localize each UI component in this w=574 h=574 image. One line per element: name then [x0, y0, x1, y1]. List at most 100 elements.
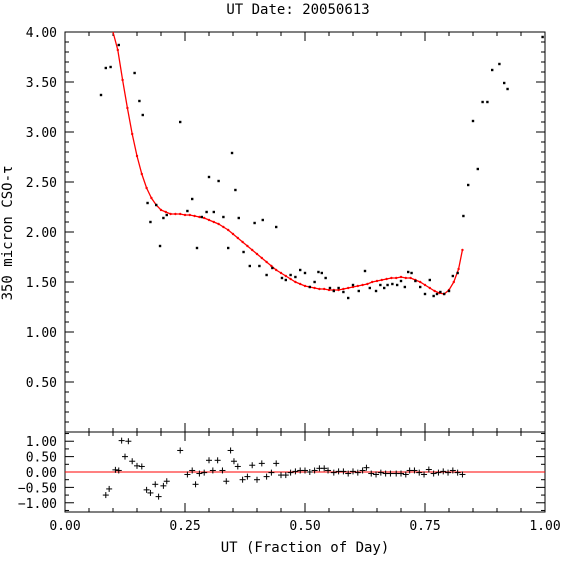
fit-point — [380, 278, 383, 282]
tau-point — [363, 269, 367, 273]
fit-point — [164, 210, 167, 214]
residual-point — [421, 471, 428, 478]
tau-point — [503, 81, 506, 85]
tau-point — [271, 266, 274, 270]
tau-point — [230, 151, 234, 155]
fit-point — [188, 213, 191, 217]
residual-point — [330, 469, 337, 476]
fit-point — [203, 216, 206, 220]
tau-point — [109, 65, 112, 69]
tau-point — [374, 289, 378, 293]
fit-point — [452, 280, 455, 284]
residual-point — [459, 471, 466, 478]
residual-point — [163, 478, 170, 485]
residual-point — [177, 447, 184, 454]
tau-point — [332, 289, 335, 293]
tau-point — [141, 113, 144, 117]
tau-point — [407, 270, 410, 274]
tau-point — [386, 283, 389, 287]
tau-point — [403, 285, 407, 289]
x-tick-labels: 0.00 0.25 0.50 0.75 1.00 — [49, 519, 560, 534]
fit-point — [183, 213, 187, 217]
tau-point — [275, 225, 278, 229]
tau-point — [207, 175, 211, 179]
fit-point — [212, 220, 215, 224]
residual-point — [125, 438, 132, 445]
tau-point — [383, 286, 386, 290]
main-y-tick-label: 3.00 — [26, 126, 57, 141]
main-y-tick-label: 2.50 — [26, 176, 57, 191]
residual-point — [189, 467, 196, 474]
fit-point — [342, 287, 345, 291]
tau-point — [486, 100, 489, 104]
tau-point — [294, 275, 297, 279]
fit-point — [294, 280, 297, 284]
fit-point — [140, 172, 143, 176]
residual-point — [411, 467, 418, 474]
tau-point — [313, 280, 316, 284]
tau-point — [447, 289, 451, 293]
residual-point — [425, 466, 432, 473]
tau-point — [491, 68, 494, 72]
residual-point — [227, 447, 234, 454]
residual-y-tick-label: 1.00 — [26, 435, 57, 450]
residual-point — [152, 481, 159, 488]
tau-point — [179, 120, 182, 124]
tau-point — [248, 264, 251, 268]
residual-point — [112, 466, 119, 473]
fit-point — [116, 48, 120, 52]
fit-point — [375, 279, 379, 283]
residual-point — [234, 463, 241, 470]
residual-point — [244, 473, 251, 480]
tau-point — [328, 286, 332, 290]
tau-point — [368, 286, 371, 290]
fit-point — [255, 252, 259, 256]
tau-point — [165, 213, 168, 217]
residual-point — [368, 470, 375, 477]
tau-point — [419, 285, 422, 289]
fit-point — [303, 284, 307, 288]
tau-point — [195, 246, 199, 250]
fit-point — [231, 232, 235, 236]
tau-point — [443, 292, 446, 296]
tau-point — [462, 214, 465, 218]
tau-point — [357, 289, 360, 293]
main-y-tick-labels: 0.50 1.00 1.50 2.00 2.50 3.00 3.50 4.00 — [26, 26, 57, 391]
tau-point — [261, 218, 264, 222]
residual-point — [196, 470, 203, 477]
residual-point — [345, 470, 352, 477]
residual-point — [445, 469, 452, 476]
fit-point — [351, 285, 355, 289]
x-axis-label: UT (Fraction of Day) — [221, 540, 390, 556]
fit-point — [275, 268, 278, 272]
residual-point — [292, 468, 299, 475]
residual-point — [430, 470, 437, 477]
residual-point — [209, 467, 216, 474]
main-y-tick-label: 2.00 — [26, 226, 57, 241]
residual-point — [435, 469, 442, 476]
residual-point — [102, 492, 109, 499]
tau-point — [99, 93, 103, 97]
residual-point — [306, 469, 313, 475]
fit-point — [409, 276, 412, 280]
fit-point — [419, 280, 422, 284]
fit-point — [327, 288, 331, 292]
residual-point — [147, 489, 154, 496]
tau-point — [242, 250, 245, 254]
residual-y-tick-label: −0.50 — [18, 481, 57, 496]
main-y-tick-label: 1.50 — [26, 276, 57, 291]
chart-title: UT Date: 20050613 — [226, 2, 369, 18]
tau-point — [308, 285, 311, 289]
tau-point — [284, 278, 287, 282]
tau-point — [104, 66, 107, 70]
tau-point — [138, 99, 141, 103]
tau-point — [439, 290, 442, 294]
fit-point — [289, 277, 292, 281]
tau-point — [467, 183, 470, 187]
residual-point — [268, 469, 275, 476]
fit-point — [260, 256, 263, 260]
residual-point — [402, 471, 409, 478]
fit-point — [347, 286, 350, 290]
